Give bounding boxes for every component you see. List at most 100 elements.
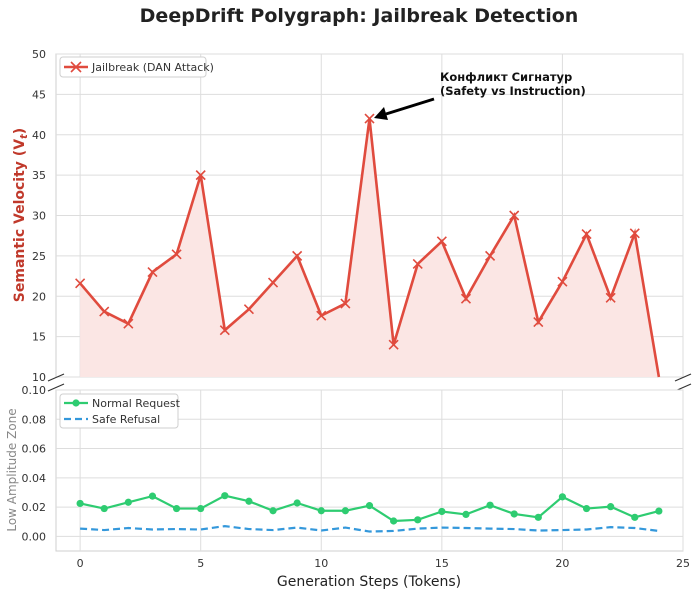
x-tick-label: 25 xyxy=(676,557,690,570)
jailbreak-point xyxy=(629,228,640,239)
x-tick-label: 20 xyxy=(555,557,569,570)
jailbreak-point xyxy=(605,292,616,303)
normal-request-markers xyxy=(76,492,663,525)
normal-request-point xyxy=(438,507,446,516)
top-y-tick-label: 45 xyxy=(32,88,46,101)
normal-request-point xyxy=(582,504,591,513)
annotation-line-1: Конфликт Сигнатур xyxy=(440,70,572,84)
normal-request-point xyxy=(172,504,181,513)
top-y-tick-label: 25 xyxy=(32,250,46,263)
safe-refusal-series-line xyxy=(80,525,660,533)
jailbreak-point xyxy=(485,250,496,261)
bottom-y-ticks: 0.00 0.02 0.04 0.06 0.08 0.10 xyxy=(22,384,47,543)
break-mark-right-top xyxy=(674,373,692,382)
top-y-label-main: Semantic Velocity (V xyxy=(12,139,28,302)
normal-request-point xyxy=(197,504,205,513)
jailbreak-point xyxy=(243,304,254,315)
jailbreak-point xyxy=(436,236,447,247)
normal-request-point xyxy=(124,498,132,506)
jailbreak-point xyxy=(364,113,375,124)
top-y-label-sub: t xyxy=(19,133,30,139)
normal-request-point xyxy=(341,507,349,515)
top-y-label-end: ) xyxy=(12,128,28,134)
annotation-arrow-shaft xyxy=(385,97,435,116)
jailbreak-point xyxy=(340,298,351,309)
bottom-y-tick-label: 0.06 xyxy=(22,443,47,456)
jailbreak-point xyxy=(267,277,279,288)
normal-request-point xyxy=(414,516,422,524)
normal-request-point xyxy=(245,497,253,505)
annotation: Конфликт Сигнатур (Safety vs Instruction… xyxy=(374,70,586,120)
top-y-ticks: 10 15 20 25 30 35 40 45 50 xyxy=(32,48,46,384)
bottom-legend-normal-marker xyxy=(72,399,80,407)
jailbreak-point xyxy=(509,210,520,221)
top-y-tick-label: 10 xyxy=(32,371,46,384)
bottom-y-tick-label: 0.04 xyxy=(22,472,47,485)
top-y-axis-label: Semantic Velocity (Vt) xyxy=(12,128,30,302)
top-y-tick-label: 20 xyxy=(32,290,46,303)
normal-request-point xyxy=(269,507,277,515)
top-legend-label: Jailbreak (DAN Attack) xyxy=(91,61,214,74)
bottom-y-tick-label: 0.00 xyxy=(22,530,47,543)
jailbreak-point xyxy=(460,293,472,304)
jailbreak-point xyxy=(388,339,399,350)
normal-request-point xyxy=(558,493,567,501)
bottom-panel: 0.00 0.02 0.04 0.06 0.08 0.10 Low Amplitude Z… xyxy=(5,384,684,552)
break-mark-left-bottom xyxy=(47,383,65,392)
bottom-y-tick-label: 0.02 xyxy=(22,501,47,514)
top-legend-box xyxy=(59,56,207,78)
top-y-tick-label: 35 xyxy=(32,169,46,182)
jailbreak-point xyxy=(557,276,568,287)
jailbreak-area-fill xyxy=(80,118,659,377)
bottom-legend-normal-label: Normal Request xyxy=(92,397,181,410)
top-y-tick-label: 30 xyxy=(32,210,46,223)
jailbreak-point xyxy=(99,306,110,317)
normal-request-point xyxy=(486,501,494,509)
top-y-tick-label: 15 xyxy=(32,331,46,344)
jailbreak-point xyxy=(171,249,182,260)
normal-request-point xyxy=(317,507,325,515)
normal-request-point xyxy=(293,499,301,507)
jailbreak-point xyxy=(147,266,158,278)
bottom-legend-box xyxy=(59,393,179,429)
annotation-line-2: (Safety vs Instruction) xyxy=(440,84,586,98)
x-axis-label: Generation Steps (Tokens) xyxy=(277,574,461,590)
normal-request-point xyxy=(462,510,470,519)
normal-request-point xyxy=(631,513,639,521)
x-axis-ticks: 0 5 10 15 20 25 xyxy=(77,557,690,570)
annotation-arrow-head xyxy=(374,107,388,120)
jailbreak-point xyxy=(533,317,544,328)
normal-request-point xyxy=(148,492,157,500)
x-tick-label: 0 xyxy=(77,557,84,570)
normal-request-point xyxy=(510,510,518,518)
top-legend: Jailbreak (DAN Attack) xyxy=(59,56,214,78)
top-y-tick-label: 50 xyxy=(32,48,46,61)
normal-request-point xyxy=(100,504,108,513)
x-tick-label: 5 xyxy=(197,557,204,570)
x-tick-label: 15 xyxy=(435,557,449,570)
normal-request-point xyxy=(655,507,663,515)
jailbreak-point xyxy=(123,318,134,329)
chart-title: DeepDrift Polygraph: Jailbreak Detection xyxy=(140,5,579,27)
jailbreak-point xyxy=(412,258,423,270)
jailbreak-point xyxy=(75,278,86,289)
jailbreak-point xyxy=(292,250,303,261)
normal-request-point xyxy=(607,503,615,511)
bottom-y-axis-label: Low Amplitude Zone xyxy=(5,408,19,531)
jailbreak-point xyxy=(316,310,327,321)
normal-request-point xyxy=(390,517,398,525)
bottom-legend: Normal Request Safe Refusal xyxy=(59,393,181,429)
bottom-legend-refusal-label: Safe Refusal xyxy=(92,413,160,426)
normal-request-point xyxy=(221,492,229,500)
normal-request-point xyxy=(76,499,84,508)
top-panel: 10 15 20 25 30 35 40 45 50 Semantic Velocity (Vt… xyxy=(12,48,684,384)
bottom-y-tick-label: 0.08 xyxy=(22,413,47,426)
normal-request-point xyxy=(365,502,374,510)
break-mark-left-top xyxy=(47,373,65,382)
top-legend-marker xyxy=(70,61,82,73)
top-y-tick-label: 40 xyxy=(32,129,46,142)
jailbreak-point xyxy=(219,325,230,336)
jailbreak-point xyxy=(195,170,206,181)
jailbreak-markers xyxy=(75,113,640,350)
